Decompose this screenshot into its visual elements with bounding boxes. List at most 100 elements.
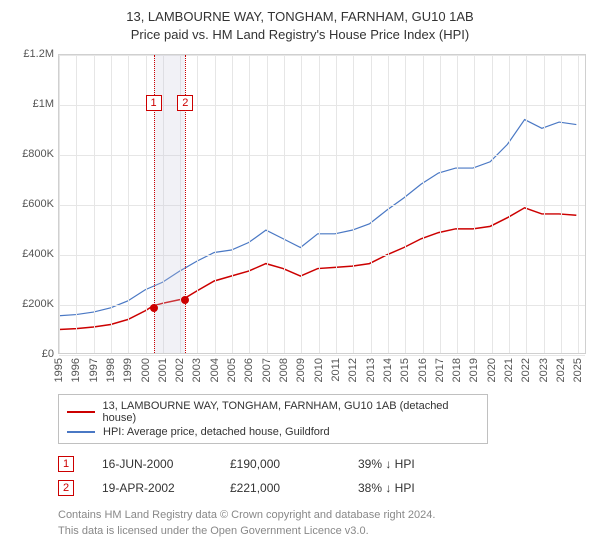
event-price: £221,000: [230, 481, 330, 495]
y-tick-label: £0: [10, 348, 54, 360]
x-gridline: [474, 55, 475, 353]
x-gridline: [526, 55, 527, 353]
title-block: 13, LAMBOURNE WAY, TONGHAM, FARNHAM, GU1…: [10, 8, 590, 44]
events-table: 1 16-JUN-2000 £190,000 39% ↓ HPI 2 19-APR-200…: [58, 452, 590, 500]
x-tick-label: 2021: [503, 358, 515, 382]
x-tick-label: 2009: [295, 358, 307, 382]
title-line-1: 13, LAMBOURNE WAY, TONGHAM, FARNHAM, GU1…: [10, 8, 590, 26]
event-badge: 1: [58, 456, 74, 472]
x-axis: 1995199619971998199920002001200220032004…: [58, 358, 586, 388]
marker-point: [150, 304, 158, 312]
x-gridline: [59, 55, 60, 353]
x-tick-label: 2014: [382, 358, 394, 382]
x-tick-label: 2011: [330, 358, 342, 382]
legend-swatch: [67, 411, 95, 413]
legend-swatch: [67, 431, 95, 433]
series-line-property: [59, 208, 576, 330]
x-tick-label: 1999: [122, 358, 134, 382]
event-row: 2 19-APR-2002 £221,000 38% ↓ HPI: [58, 476, 590, 500]
series-line-hpi: [59, 120, 576, 316]
chart-area: £0£200K£400K£600K£800K£1M£1.2M 12 199519…: [10, 50, 590, 390]
y-tick-label: £600K: [10, 198, 54, 210]
title-line-2: Price paid vs. HM Land Registry's House …: [10, 26, 590, 44]
x-tick-label: 2003: [191, 358, 203, 382]
event-price: £190,000: [230, 457, 330, 471]
y-tick-label: £200K: [10, 298, 54, 310]
x-gridline: [509, 55, 510, 353]
x-gridline: [128, 55, 129, 353]
y-gridline: [59, 205, 585, 206]
x-tick-label: 2015: [399, 358, 411, 382]
x-tick-label: 2022: [520, 358, 532, 382]
x-tick-label: 2013: [365, 358, 377, 382]
x-gridline: [457, 55, 458, 353]
chart-container: 13, LAMBOURNE WAY, TONGHAM, FARNHAM, GU1…: [0, 0, 600, 560]
x-gridline: [284, 55, 285, 353]
y-gridline: [59, 155, 585, 156]
x-gridline: [336, 55, 337, 353]
y-gridline: [59, 305, 585, 306]
marker-badge: 2: [177, 95, 193, 111]
x-gridline: [249, 55, 250, 353]
x-gridline: [423, 55, 424, 353]
plot-region: 12: [58, 54, 586, 354]
x-gridline: [388, 55, 389, 353]
y-gridline: [59, 105, 585, 106]
legend-label: 13, LAMBOURNE WAY, TONGHAM, FARNHAM, GU1…: [103, 400, 479, 424]
event-row: 1 16-JUN-2000 £190,000 39% ↓ HPI: [58, 452, 590, 476]
x-tick-label: 2004: [209, 358, 221, 382]
x-gridline: [492, 55, 493, 353]
x-tick-label: 2016: [417, 358, 429, 382]
x-gridline: [76, 55, 77, 353]
marker-point: [181, 296, 189, 304]
event-date: 16-JUN-2000: [102, 457, 202, 471]
event-date: 19-APR-2002: [102, 481, 202, 495]
x-tick-label: 1998: [105, 358, 117, 382]
footer-attribution: Contains HM Land Registry data © Crown c…: [58, 508, 590, 539]
x-gridline: [405, 55, 406, 353]
x-gridline: [94, 55, 95, 353]
x-gridline: [544, 55, 545, 353]
y-gridline: [59, 355, 585, 356]
y-tick-label: £1M: [10, 98, 54, 110]
x-tick-label: 2012: [347, 358, 359, 382]
x-tick-label: 2001: [157, 358, 169, 382]
y-tick-label: £800K: [10, 148, 54, 160]
x-tick-label: 2025: [572, 358, 584, 382]
x-gridline: [197, 55, 198, 353]
x-gridline: [267, 55, 268, 353]
x-tick-label: 1996: [70, 358, 82, 382]
x-tick-label: 2019: [468, 358, 480, 382]
footer-line-1: Contains HM Land Registry data © Crown c…: [58, 508, 590, 523]
x-gridline: [578, 55, 579, 353]
event-change: 39% ↓ HPI: [358, 457, 458, 471]
event-change: 38% ↓ HPI: [358, 481, 458, 495]
x-tick-label: 1995: [53, 358, 65, 382]
marker-badge: 1: [146, 95, 162, 111]
x-tick-label: 2000: [140, 358, 152, 382]
legend-item: 13, LAMBOURNE WAY, TONGHAM, FARNHAM, GU1…: [67, 399, 479, 425]
x-gridline: [215, 55, 216, 353]
x-tick-label: 2020: [486, 358, 498, 382]
event-badge: 2: [58, 480, 74, 496]
y-tick-label: £400K: [10, 248, 54, 260]
legend-item: HPI: Average price, detached house, Guil…: [67, 425, 479, 439]
x-tick-label: 2007: [261, 358, 273, 382]
x-gridline: [319, 55, 320, 353]
x-tick-label: 2002: [174, 358, 186, 382]
legend: 13, LAMBOURNE WAY, TONGHAM, FARNHAM, GU1…: [58, 394, 488, 444]
y-axis: £0£200K£400K£600K£800K£1M£1.2M: [10, 54, 58, 354]
x-gridline: [353, 55, 354, 353]
x-tick-label: 2010: [313, 358, 325, 382]
x-tick-label: 2005: [226, 358, 238, 382]
x-tick-label: 2018: [451, 358, 463, 382]
line-layer: [59, 55, 585, 353]
legend-label: HPI: Average price, detached house, Guil…: [103, 426, 330, 438]
x-gridline: [111, 55, 112, 353]
footer-line-2: This data is licensed under the Open Gov…: [58, 524, 590, 539]
x-gridline: [301, 55, 302, 353]
x-tick-label: 2024: [555, 358, 567, 382]
x-gridline: [561, 55, 562, 353]
x-tick-label: 2023: [538, 358, 550, 382]
x-tick-label: 2017: [434, 358, 446, 382]
